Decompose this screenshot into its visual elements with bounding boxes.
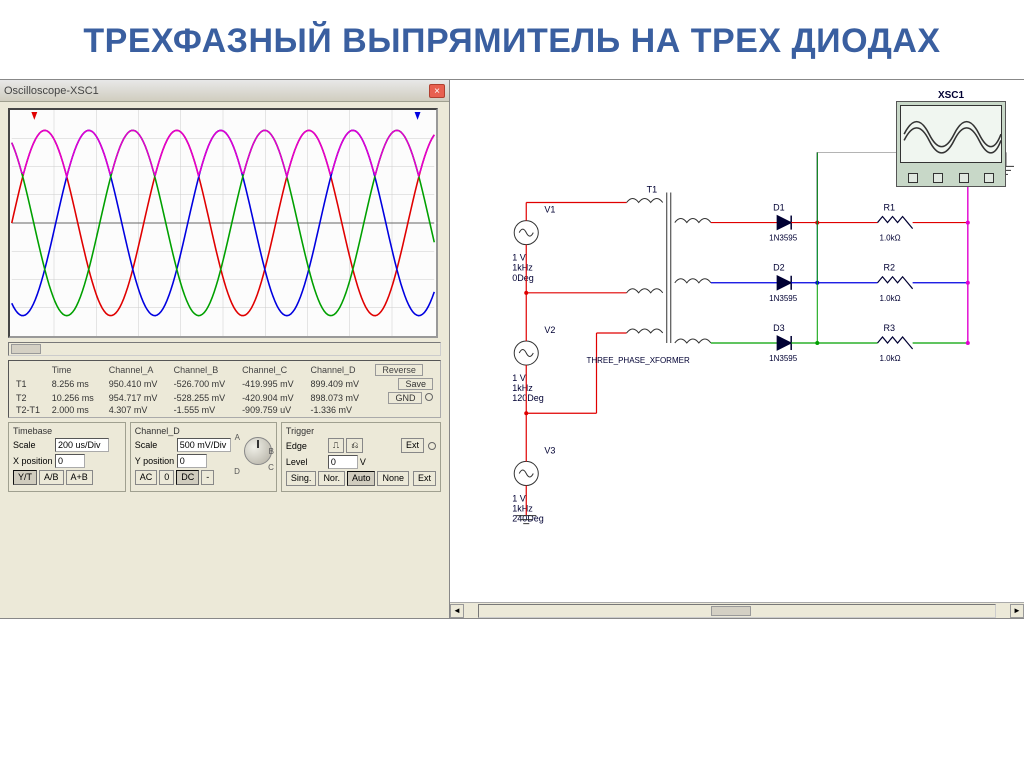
level-unit: V <box>360 457 366 467</box>
ypos-label: Y position <box>135 456 175 466</box>
ext-port-icon <box>428 442 436 450</box>
xsc1-label: XSC1 <box>896 90 1006 101</box>
horizontal-scrollbar[interactable]: ◄ ► <box>450 602 1024 618</box>
svg-text:D3: D3 <box>773 323 785 333</box>
timebase-group: Timebase Scale X position Y/T A/B A+B <box>8 422 126 492</box>
circuit-area[interactable]: V11 V1kHz0DegV21 V1kHz120DegV31 V1kHz240… <box>450 80 1024 602</box>
readout-box: TimeChannel_AChannel_BChannel_CChannel_D… <box>8 360 441 418</box>
svg-text:V1: V1 <box>544 205 555 215</box>
xpos-label: X position <box>13 456 53 466</box>
svg-text:THREE_PHASE_XFORMER: THREE_PHASE_XFORMER <box>586 356 690 365</box>
svg-text:1 V: 1 V <box>512 373 526 383</box>
svg-text:D1: D1 <box>773 203 785 213</box>
xsc1-ports <box>900 173 1002 183</box>
edge-falling-button[interactable]: ⎌ <box>346 438 363 453</box>
circuit-panel: V11 V1kHz0DegV21 V1kHz120DegV31 V1kHz240… <box>450 80 1024 618</box>
mode-yt-button[interactable]: Y/T <box>13 470 37 485</box>
svg-text:1.0kΩ: 1.0kΩ <box>880 234 901 243</box>
mode-ab-button[interactable]: A/B <box>39 470 64 485</box>
scroll-right-button[interactable]: ► <box>1010 604 1024 618</box>
xpos-input[interactable] <box>55 454 85 468</box>
invert-button[interactable]: - <box>201 470 214 485</box>
readout-table: TimeChannel_AChannel_BChannel_CChannel_D… <box>13 363 436 415</box>
svg-text:1 V: 1 V <box>512 494 526 504</box>
svg-text:0Deg: 0Deg <box>512 273 534 283</box>
xsc1-port-c[interactable] <box>959 173 969 183</box>
waveform-plot <box>10 110 436 336</box>
level-label: Level <box>286 457 326 467</box>
svg-text:1 V: 1 V <box>512 253 526 263</box>
ac-button[interactable]: AC <box>135 470 158 485</box>
trig-auto-button[interactable]: Auto <box>347 471 376 486</box>
content-row: Oscilloscope-XSC1 × TimeChannel_AChannel… <box>0 79 1024 619</box>
xsc1-port-a[interactable] <box>908 173 918 183</box>
svg-text:1N3595: 1N3595 <box>769 294 798 303</box>
svg-text:120Deg: 120Deg <box>512 393 544 403</box>
scroll-thumb[interactable] <box>11 344 41 354</box>
close-icon[interactable]: × <box>429 84 445 98</box>
trig-nor-button[interactable]: Nor. <box>318 471 345 486</box>
svg-text:R1: R1 <box>884 203 896 213</box>
page-title: ТРЕХФАЗНЫЙ ВЫПРЯМИТЕЛЬ НА ТРЕХ ДИОДАХ <box>0 0 1024 79</box>
svg-text:D2: D2 <box>773 263 785 273</box>
chan-c-label: C <box>268 463 274 472</box>
scroll-left-button[interactable]: ◄ <box>450 604 464 618</box>
chan-a-label: A <box>235 433 240 442</box>
oscilloscope-title: Oscilloscope-XSC1 <box>4 85 429 97</box>
svg-text:1N3595: 1N3595 <box>769 234 798 243</box>
svg-text:1kHz: 1kHz <box>512 383 533 393</box>
svg-text:1kHz: 1kHz <box>512 504 533 514</box>
chan-scale-label: Scale <box>135 440 175 450</box>
ext-button[interactable]: Ext <box>401 438 424 453</box>
oscilloscope-titlebar[interactable]: Oscilloscope-XSC1 × <box>0 80 449 102</box>
scope-screen-wrap <box>8 108 441 338</box>
xsc1-instrument[interactable]: XSC1 <box>896 90 1006 187</box>
xsc1-port-b[interactable] <box>933 173 943 183</box>
zero-button[interactable]: 0 <box>159 470 174 485</box>
trig-none-button[interactable]: None <box>377 471 409 486</box>
scroll-thumb[interactable] <box>711 606 751 616</box>
timebase-scale-input[interactable] <box>55 438 109 452</box>
reverse-button[interactable]: Reverse <box>375 364 423 376</box>
svg-text:1.0kΩ: 1.0kΩ <box>880 294 901 303</box>
dc-button[interactable]: DC <box>176 470 199 485</box>
svg-text:T1: T1 <box>647 185 658 195</box>
channel-d-group: Channel_D Scale Y position AC 0 DC - <box>130 422 277 492</box>
channel-d-title: Channel_D <box>135 426 272 436</box>
chan-scale-input[interactable] <box>177 438 231 452</box>
chan-b-label: B <box>269 447 274 456</box>
scroll-track[interactable] <box>478 604 996 618</box>
oscilloscope-panel: Oscilloscope-XSC1 × TimeChannel_AChannel… <box>0 80 450 618</box>
svg-text:V3: V3 <box>544 445 555 455</box>
svg-text:R2: R2 <box>884 263 896 273</box>
xsc1-mini-screen <box>900 105 1002 163</box>
svg-text:1.0kΩ: 1.0kΩ <box>880 354 901 363</box>
svg-text:1N3595: 1N3595 <box>769 354 798 363</box>
xsc1-body <box>896 101 1006 187</box>
scale-label: Scale <box>13 440 53 450</box>
level-input[interactable] <box>328 455 358 469</box>
trigger-title: Trigger <box>286 426 436 436</box>
xsc1-port-d[interactable] <box>984 173 994 183</box>
trigger-group: Trigger Edge ⎍ ⎌ Ext Level V Sing. Nor. <box>281 422 441 492</box>
trig-ext-button[interactable]: Ext <box>413 471 436 486</box>
chan-d-label: D <box>234 467 240 476</box>
svg-text:1kHz: 1kHz <box>512 263 533 273</box>
mode-aplusb-button[interactable]: A+B <box>66 470 93 485</box>
edge-rising-button[interactable]: ⎍ <box>328 438 344 453</box>
svg-text:V2: V2 <box>544 325 555 335</box>
save-button[interactable]: Save <box>398 378 433 390</box>
gnd-button[interactable]: GND <box>388 392 422 404</box>
scope-time-scroll[interactable] <box>8 342 441 356</box>
controls-row: Timebase Scale X position Y/T A/B A+B Ch… <box>8 422 441 492</box>
edge-label: Edge <box>286 441 326 451</box>
ypos-input[interactable] <box>177 454 207 468</box>
svg-text:R3: R3 <box>884 323 896 333</box>
timebase-title: Timebase <box>13 426 121 436</box>
trig-sing-button[interactable]: Sing. <box>286 471 317 486</box>
scope-screen <box>8 108 438 338</box>
